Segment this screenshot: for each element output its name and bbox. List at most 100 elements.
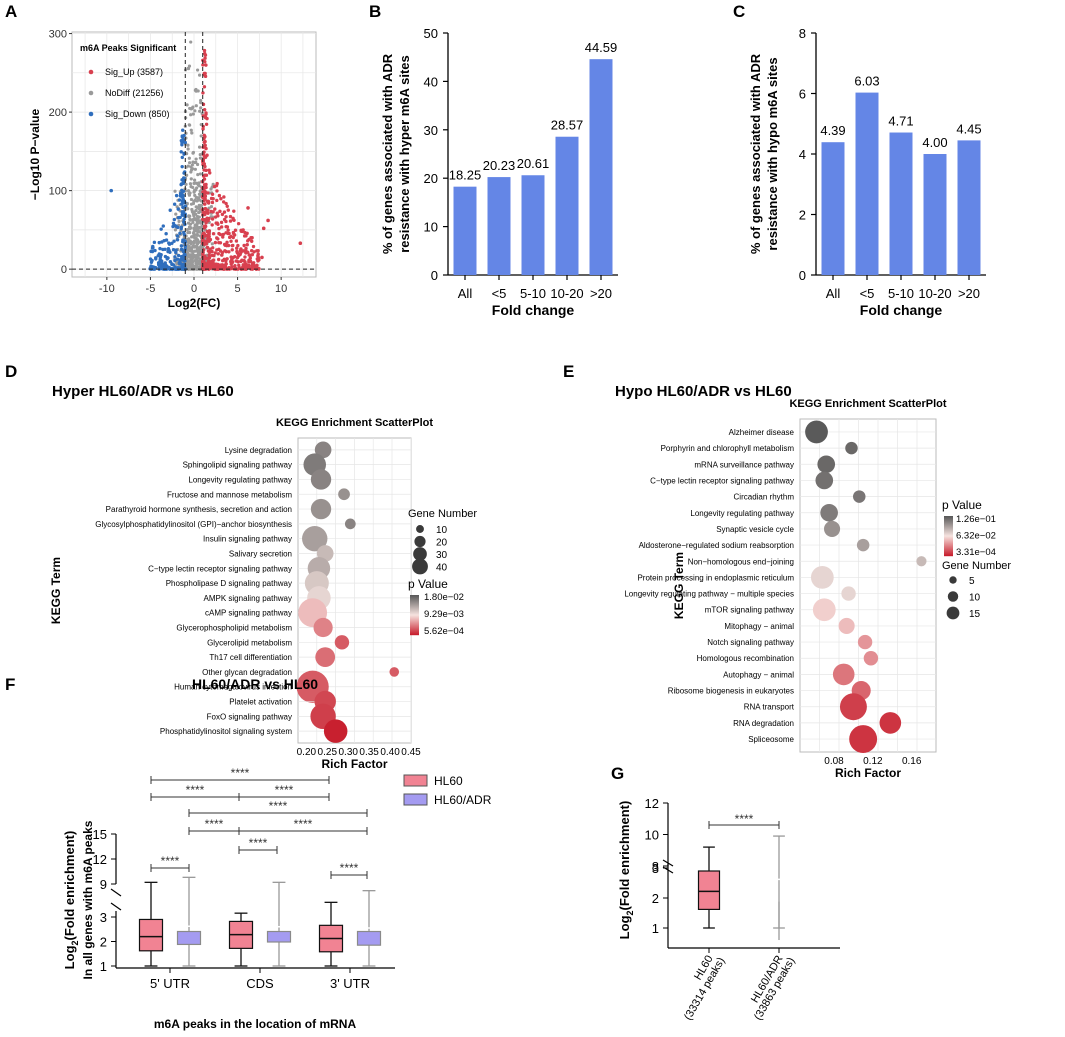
point-nodiff [198, 257, 202, 261]
colorbar-segment [944, 555, 953, 557]
colorbar-segment [410, 631, 419, 633]
point-sig-down [175, 257, 180, 261]
colorbar-segment [944, 551, 953, 553]
point-sig-up [250, 236, 254, 240]
term-label: Synaptic vesicle cycle [716, 525, 794, 534]
point-sig-up [217, 247, 221, 252]
term-label: FoxO signaling pathway [207, 712, 292, 721]
point-sig-up [202, 193, 207, 197]
point-sig-up [250, 239, 254, 243]
colorbar-segment [944, 553, 953, 555]
point-sig-down [179, 262, 183, 266]
size-legend-label: 30 [436, 550, 448, 561]
point-sig-up [217, 226, 221, 231]
point-nodiff [190, 163, 194, 167]
point-sig-down [175, 234, 180, 238]
legend-label: Sig_Up (3587) [105, 67, 163, 77]
point-sig-up [202, 155, 207, 159]
term-label: Ribosome biogenesis in eukaryotes [668, 687, 794, 696]
point-nodiff [174, 212, 178, 216]
point-sig-up [219, 220, 224, 225]
y-tick-label: 15 [93, 827, 107, 842]
point-nodiff [198, 156, 202, 160]
significance-label: **** [249, 836, 268, 850]
term-label: Platelet activation [229, 698, 292, 707]
point-sig-up [227, 266, 231, 271]
term-point [810, 566, 834, 589]
point-nodiff [197, 184, 201, 188]
colorbar-segment [944, 529, 953, 531]
colorbar-segment [944, 525, 953, 527]
colorbar-segment [410, 605, 419, 607]
point-sig-up [211, 261, 215, 265]
point-sig-up [210, 200, 215, 205]
colorbar-segment [410, 624, 419, 626]
point-sig-up [222, 217, 227, 222]
point-sig-up [203, 56, 207, 60]
point-sig-up [202, 48, 207, 53]
colorbar-segment [410, 610, 419, 612]
point-sig-down [166, 266, 171, 271]
point-nodiff [189, 177, 193, 181]
point-sig-up [248, 259, 253, 263]
term-label: RNA transport [744, 703, 795, 712]
point-sig-up [231, 231, 236, 236]
point-sig-down [152, 265, 156, 269]
point-sig-down [173, 258, 177, 263]
size-legend-marker [413, 547, 427, 561]
point-sig-down [163, 247, 167, 251]
point-sig-up [201, 91, 205, 95]
point-sig-up [201, 239, 205, 243]
colorbar-segment [410, 609, 419, 611]
point-sig-up [225, 240, 229, 245]
colorbar-segment [410, 603, 419, 605]
point-sig-up [215, 262, 219, 267]
bar [453, 186, 477, 275]
point-nodiff [195, 186, 199, 190]
point-sig-up [212, 184, 217, 189]
colorbar-segment [944, 520, 953, 522]
point-sig-down [180, 143, 184, 147]
point-sig-up [201, 160, 205, 164]
point-sig-up [202, 198, 206, 203]
size-legend-title: Gene Number [942, 560, 1011, 572]
colorbar-segment [944, 552, 953, 554]
point-nodiff [189, 40, 193, 44]
y-axis-label: In all genes with m6A peaks [81, 820, 95, 979]
point-sig-up [204, 221, 208, 225]
colorbar-segment [944, 517, 953, 519]
bar [923, 154, 947, 275]
term-label: Longevity regulating pathway − multiple … [624, 590, 794, 599]
point-sig-down [174, 193, 179, 198]
x-tick-label: 0 [191, 283, 197, 295]
term-label: Aldosterone−regulated sodium reabsorptio… [639, 541, 794, 550]
y-tick-label: 6 [799, 87, 806, 102]
y-axis-label-part: 2 [625, 910, 635, 915]
point-sig-up [204, 111, 208, 115]
point-nodiff [193, 109, 197, 113]
colorbar-segment [410, 613, 419, 615]
point-nodiff [186, 189, 191, 193]
point-sig-up [250, 252, 255, 257]
term-label: Sphingolipid signaling pathway [183, 461, 292, 470]
colorbar-segment [410, 627, 419, 629]
color-legend-label: 3.31e−04 [956, 547, 996, 558]
point-nodiff [190, 131, 194, 135]
colorbar-segment [410, 617, 419, 619]
point-nodiff [185, 227, 189, 232]
point-nodiff [196, 172, 200, 177]
point-nodiff [188, 182, 193, 186]
bar [555, 136, 579, 275]
colorbar-segment [410, 614, 419, 616]
point-sig-down [149, 249, 153, 254]
point-sig-down [157, 240, 161, 245]
box-hl60adr [356, 930, 382, 946]
x-tick-label: 0.45 [401, 747, 421, 758]
x-tick-label: >20 [590, 286, 612, 301]
point-sig-up [261, 226, 266, 231]
point-nodiff [187, 264, 192, 268]
point-sig-up [215, 211, 219, 215]
point-sig-down [182, 176, 186, 180]
point-sig-down [181, 256, 186, 260]
point-nodiff [186, 147, 190, 151]
